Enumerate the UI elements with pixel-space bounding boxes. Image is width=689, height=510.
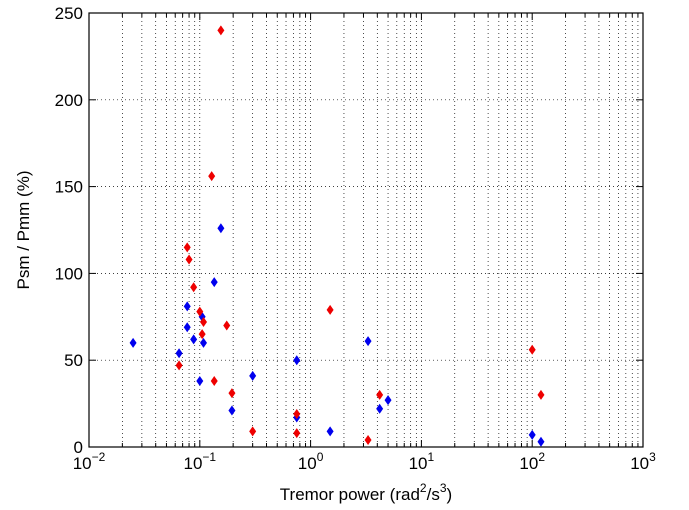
x-tick-label: 10−1 <box>183 450 216 473</box>
x-tick-label-base: 10 <box>183 454 202 473</box>
blue-diamond-point <box>183 322 191 333</box>
y-axis-label: Psm / Pmm (%) <box>14 171 33 290</box>
x-tick-label-base: 10 <box>73 454 92 473</box>
red-diamond-point <box>185 254 193 265</box>
blue-diamond-point <box>228 405 236 416</box>
x-axis-label-sup2: 3 <box>440 481 447 495</box>
blue-diamond-point <box>175 348 183 359</box>
blue-diamond-point <box>129 337 137 348</box>
plot-frame <box>88 12 644 448</box>
blue-diamond-point <box>326 426 334 437</box>
x-tick-label: 100 <box>298 450 324 473</box>
blue-diamond-point <box>217 223 225 234</box>
y-tick-labels: 0 50 100 150 200 250 <box>55 4 83 457</box>
red-diamond-point <box>223 320 231 331</box>
grid <box>89 13 643 447</box>
x-axis-label-base: Tremor power (rad <box>280 485 420 504</box>
red-diamond-point <box>200 317 208 328</box>
y-tick-label: 50 <box>64 351 83 370</box>
y-tick-label: 250 <box>55 4 83 23</box>
x-tick-label-exponent: 0 <box>317 450 324 464</box>
red-diamond-point <box>183 242 191 253</box>
blue-diamond-point <box>190 334 198 345</box>
red-diamond-point <box>293 428 301 439</box>
x-tick-label: 10−2 <box>73 450 106 473</box>
x-tick-label-exponent: −2 <box>92 450 106 464</box>
red-diamond-point <box>196 306 204 317</box>
x-axis-label-end: ) <box>447 485 453 504</box>
red-diamond-point <box>293 409 301 420</box>
blue-diamond-point <box>376 403 384 414</box>
red-diamond-point <box>537 389 545 400</box>
red-diamond-point <box>228 388 236 399</box>
x-tick-label: 102 <box>519 450 545 473</box>
blue-diamond-point <box>364 336 372 347</box>
blue-diamond-point <box>200 337 208 348</box>
x-tick-label-base: 10 <box>519 454 538 473</box>
red-diamond-point <box>326 304 334 315</box>
x-axis-label: Tremor power (rad2/s3) <box>280 481 452 504</box>
x-tick-label-exponent: 3 <box>649 450 656 464</box>
x-axis-label-mid: /s <box>427 485 440 504</box>
x-tick-label-exponent: −1 <box>202 450 216 464</box>
red-diamond-point <box>376 389 384 400</box>
x-axis-label-sup1: 2 <box>420 481 427 495</box>
x-tick-label: 101 <box>409 450 435 473</box>
blue-diamond-point <box>384 395 392 406</box>
blue-diamond-point <box>183 301 191 312</box>
x-tick-label-exponent: 2 <box>538 450 545 464</box>
red-diamond-point <box>190 282 198 293</box>
red-diamond-point <box>175 360 183 371</box>
axis-ticks <box>89 12 643 448</box>
y-tick-label: 200 <box>55 91 83 110</box>
blue-diamond-point <box>210 277 218 288</box>
data-points <box>129 25 545 447</box>
x-tick-label-exponent: 1 <box>428 450 435 464</box>
red-diamond-point <box>198 329 206 340</box>
blue-diamond-point <box>293 355 301 366</box>
blue-diamond-point <box>537 436 545 447</box>
x-tick-label-base: 10 <box>630 454 649 473</box>
x-tick-labels: 10−2 10−1 100 101 102 103 <box>73 450 656 473</box>
y-tick-label: 0 <box>74 438 83 457</box>
red-diamond-point <box>210 376 218 387</box>
x-tick-label-base: 10 <box>298 454 317 473</box>
red-diamond-point <box>528 344 536 355</box>
y-tick-label: 150 <box>55 178 83 197</box>
blue-diamond-point <box>196 376 204 387</box>
red-diamond-point <box>249 426 257 437</box>
red-diamond-point <box>217 25 225 36</box>
y-tick-label: 100 <box>55 264 83 283</box>
blue-diamond-point <box>528 429 536 440</box>
red-diamond-point <box>208 171 216 182</box>
red-diamond-point <box>364 435 372 446</box>
x-tick-label: 103 <box>630 450 656 473</box>
x-tick-label-base: 10 <box>409 454 428 473</box>
blue-diamond-point <box>249 370 257 381</box>
